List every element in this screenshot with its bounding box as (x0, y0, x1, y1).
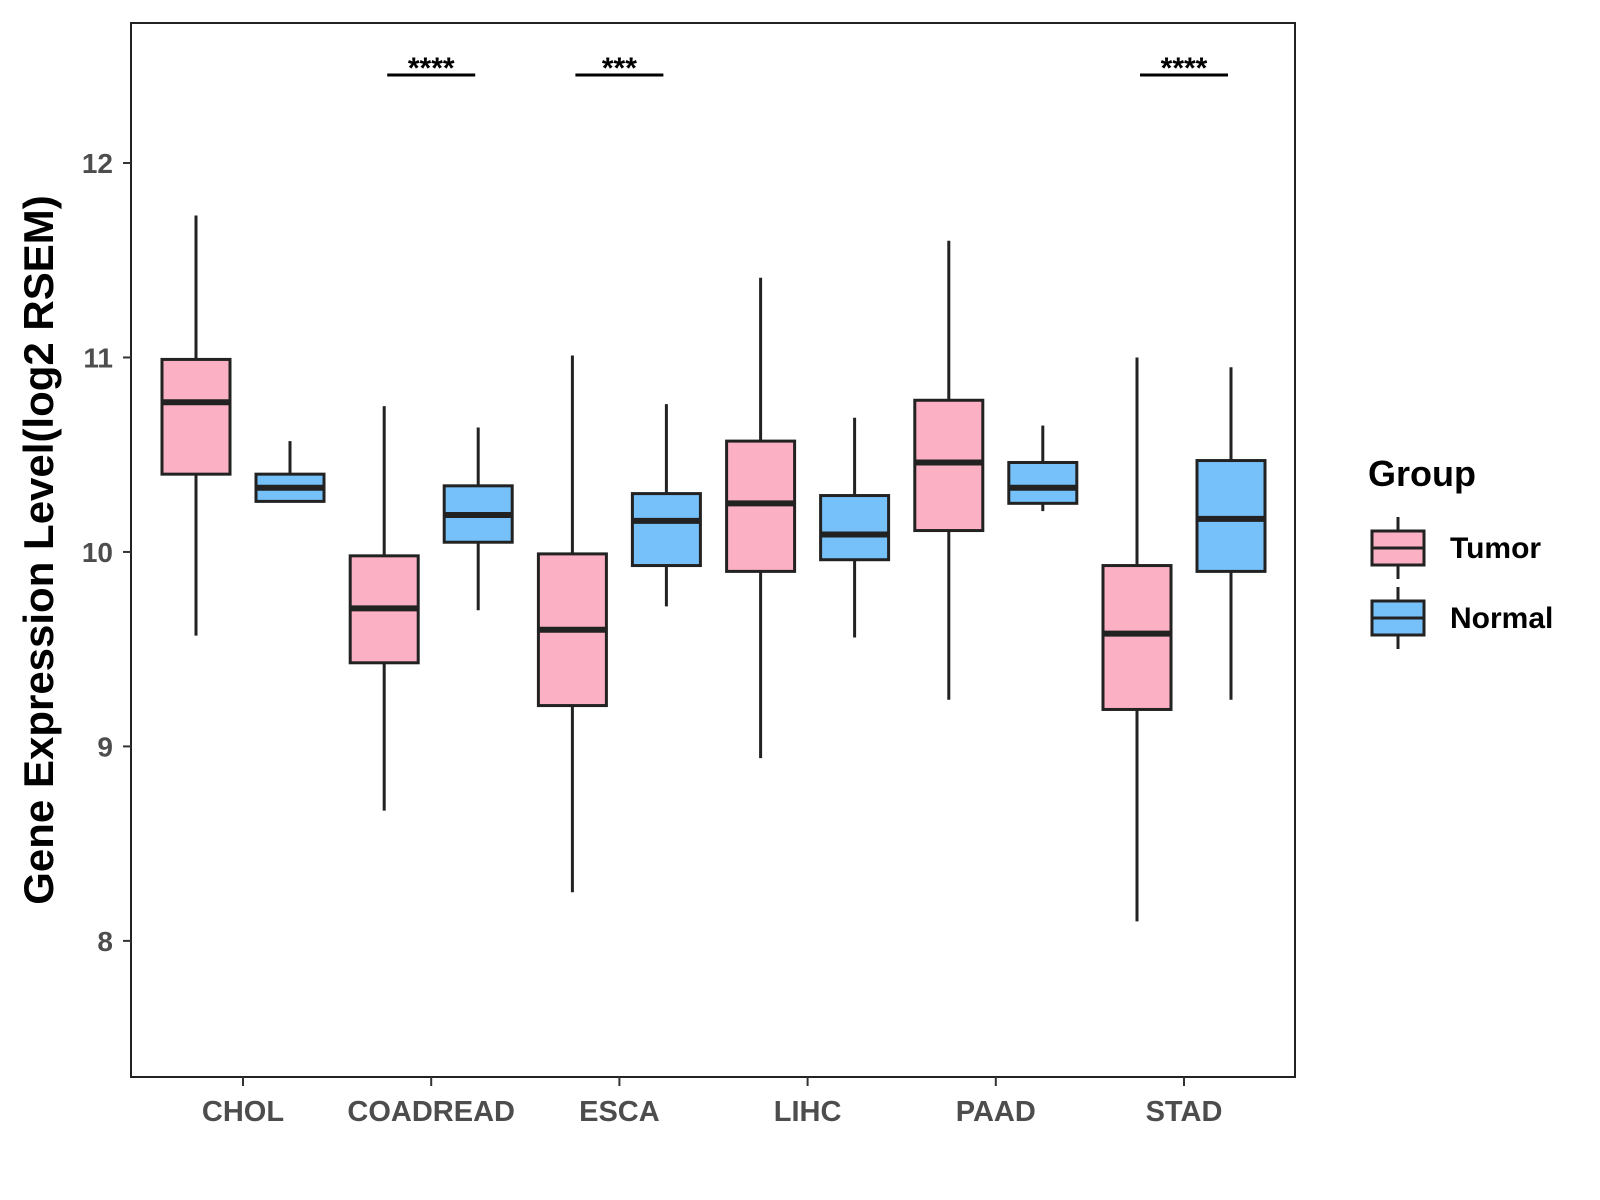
y-tick-label: 9 (97, 731, 113, 762)
x-tick-label: COADREAD (347, 1096, 515, 1128)
legend-key-normal (1370, 587, 1426, 649)
box-tumor-chol (160, 215, 232, 636)
box-iqr (819, 494, 891, 562)
legend-label: Tumor (1450, 532, 1541, 565)
box-tumor-stad (1101, 357, 1173, 922)
x-tick-label: STAD (1146, 1096, 1223, 1128)
plot-panel-border (130, 22, 1296, 1078)
legend-title: Group (1368, 453, 1476, 494)
box-tumor-lihc (725, 277, 797, 759)
x-tick-label: ESCA (579, 1096, 660, 1128)
significance-label: *** (602, 52, 637, 85)
significance-label: **** (1161, 52, 1208, 85)
box-normal-lihc (819, 417, 891, 638)
y-axis-title: Gene Expression Level(log2 RSEM) (15, 195, 62, 905)
box-iqr (1101, 564, 1173, 711)
legend: Group Tumor Normal (1368, 453, 1553, 649)
box-normal-coadread (442, 427, 514, 611)
y-tick-label: 8 (97, 926, 113, 957)
box-normal-esca (630, 404, 702, 607)
x-tick-label: PAAD (956, 1096, 1036, 1128)
box-iqr (160, 357, 232, 476)
y-tick-label: 12 (82, 148, 113, 179)
box-normal-chol (254, 441, 326, 503)
box-normal-stad (1195, 367, 1267, 700)
x-tick-label: CHOL (202, 1096, 284, 1128)
x-tick-label: LIHC (774, 1096, 842, 1128)
box-iqr (1007, 460, 1079, 505)
box-normal-paad (1007, 425, 1079, 512)
legend-key-tumor (1370, 517, 1426, 579)
box-iqr (630, 492, 702, 568)
y-tick-label: 10 (82, 537, 113, 568)
plot-area: **** *** **** (160, 52, 1267, 922)
significance-label: **** (408, 52, 455, 85)
box-tumor-esca (536, 355, 608, 893)
legend-label: Normal (1450, 602, 1553, 635)
y-tick-label: 11 (83, 342, 113, 373)
box-tumor-coadread (348, 406, 420, 811)
box-tumor-paad (913, 240, 985, 700)
axes: 8 9 10 11 12 CHOL COADREAD ESCA LIHC PAAD STAD (82, 148, 1223, 1128)
